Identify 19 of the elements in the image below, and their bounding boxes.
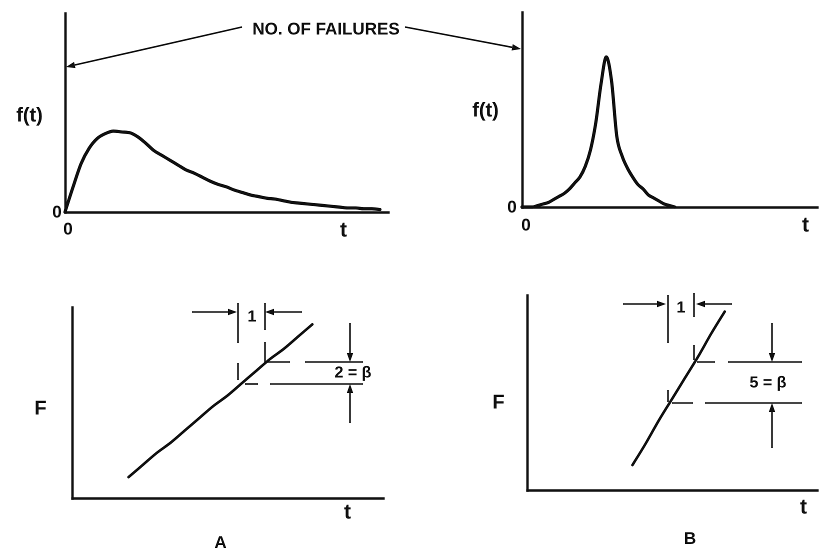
annotation: 2 = β <box>334 364 372 382</box>
x-axis-title: t <box>802 214 809 236</box>
annotation: 5 = β <box>750 374 787 392</box>
annotation: 1 <box>248 308 257 326</box>
text: A <box>214 533 227 550</box>
x-axis-title: t <box>344 500 351 524</box>
text: 0 <box>521 216 531 234</box>
y-axis-title: F <box>492 392 505 414</box>
x-axis-title: t <box>800 496 807 518</box>
y-axis-title: f(t) <box>16 104 43 126</box>
text: 0 <box>63 220 73 238</box>
text: NO. OF FAILURES <box>252 20 400 38</box>
text: B <box>684 529 696 548</box>
text: 0 <box>52 202 62 222</box>
text: 0 <box>507 198 517 216</box>
y-axis-title: f(t) <box>472 100 499 122</box>
x-axis-title: t <box>340 218 347 242</box>
annotation: 1 <box>676 300 686 316</box>
y-axis-title: F <box>34 398 47 420</box>
